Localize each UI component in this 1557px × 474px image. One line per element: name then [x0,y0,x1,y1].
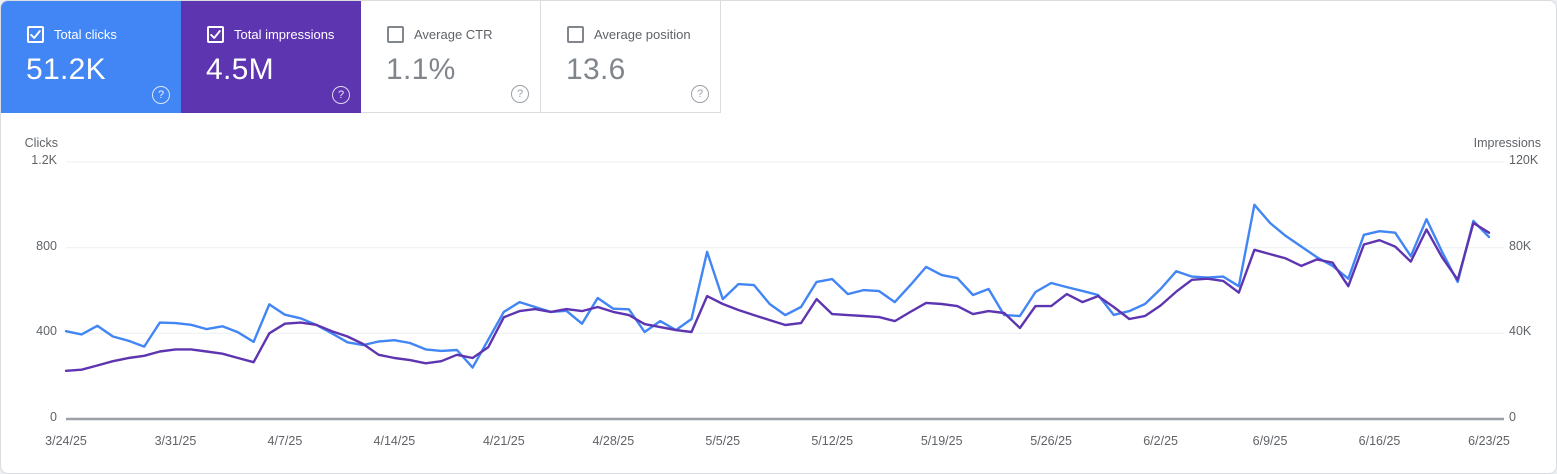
question-mark-icon[interactable]: ? [511,85,529,103]
right-axis-tick-label: 120K [1509,153,1539,167]
x-axis-date-label: 4/21/25 [482,434,525,448]
left-axis-tick-label: 800 [36,238,57,253]
left-axis-tick-label: 400 [36,324,57,339]
x-axis-date-label: 4/28/25 [592,434,635,448]
card-value: 13.6 [566,53,626,86]
right-axis-tick-label: 80K [1509,238,1532,253]
x-axis-date-label: 5/19/25 [920,434,963,448]
question-mark-icon[interactable]: ? [152,86,170,104]
card-label: Average CTR [414,27,493,42]
average-ctr-card[interactable]: Average CTR 1.1% ? [361,1,541,113]
checkmark-icon [210,30,221,39]
card-label: Average position [594,27,691,42]
metric-cards-row: Total clicks 51.2K ? Total impressions 4… [1,1,721,113]
x-axis-date-label: 5/5/25 [705,434,741,448]
total-clicks-checkbox[interactable] [27,26,44,43]
total-impressions-checkbox[interactable] [207,26,224,43]
average-ctr-checkbox[interactable] [387,26,404,43]
right-axis-tick-label: 0 [1509,410,1516,424]
left-axis-title: Clicks [24,136,58,150]
x-axis-date-label: 4/7/25 [267,434,303,448]
right-axis-tick-label: 40K [1509,324,1532,339]
question-mark-icon[interactable]: ? [691,85,709,103]
average-position-checkbox[interactable] [567,26,584,43]
x-axis-date-label: 3/24/25 [45,434,87,448]
average-position-card[interactable]: Average position 13.6 ? [541,1,721,113]
card-header: Total impressions [181,1,361,43]
left-axis-tick-label: 0 [50,410,57,424]
total-impressions-card[interactable]: Total impressions 4.5M ? [181,1,361,113]
left-axis-tick-label: 1.2K [31,153,57,167]
card-value: 4.5M [206,53,274,86]
checkmark-icon [30,30,41,39]
x-axis-date-label: 6/9/25 [1252,434,1288,448]
card-header: Average position [541,1,720,43]
card-value: 51.2K [26,53,106,86]
x-axis-date-label: 5/12/25 [811,434,854,448]
card-label: Total impressions [234,27,335,42]
question-mark-icon[interactable]: ? [332,86,350,104]
card-header: Average CTR [361,1,540,43]
x-axis-date-label: 6/23/25 [1468,434,1510,448]
x-axis-date-label: 4/14/25 [373,434,416,448]
right-axis-title: Impressions [1473,136,1541,150]
card-header: Total clicks [1,1,181,43]
card-value: 1.1% [386,53,456,86]
x-axis-date-label: 3/31/25 [154,434,197,448]
x-axis-date-label: 6/16/25 [1358,434,1401,448]
x-axis-date-label: 6/2/25 [1143,434,1178,448]
total-clicks-card[interactable]: Total clicks 51.2K ? [1,1,181,113]
x-axis-date-label: 5/26/25 [1030,434,1072,448]
card-label: Total clicks [54,27,117,42]
